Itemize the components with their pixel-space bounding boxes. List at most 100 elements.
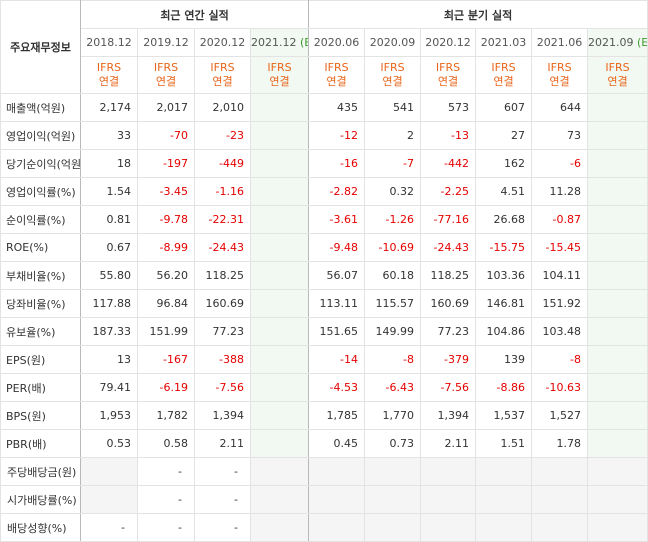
consolidated-label: 연결 <box>437 75 459 88</box>
period-header: 2018.12 <box>80 28 138 57</box>
table-row: 부채비율(%) 55.80 56.20 118.25 56.07 60.18 118.25 1… <box>0 261 648 290</box>
period-header: 2020.12 <box>420 28 477 57</box>
table-cell: -4.53 <box>308 373 366 402</box>
table-cell: -388 <box>194 345 251 374</box>
table-cell: -24.43 <box>420 233 477 262</box>
table-cell: -0.87 <box>531 205 589 234</box>
table-cell <box>249 205 310 234</box>
table-cell <box>531 457 589 486</box>
table-cell <box>475 485 533 514</box>
table-cell: 1.51 <box>475 429 533 458</box>
table-cell <box>531 485 589 514</box>
consolidated-label: 연결 <box>269 75 290 88</box>
table-cell <box>587 261 648 290</box>
table-cell: 0.67 <box>80 233 138 262</box>
table-cell <box>308 485 366 514</box>
table-cell <box>249 289 310 318</box>
consolidated-label: 연결 <box>155 75 177 88</box>
table-cell: -197 <box>137 149 195 178</box>
table-cell <box>587 373 648 402</box>
period-label: 2018.12 <box>86 36 132 49</box>
table-cell: -10.69 <box>364 233 422 262</box>
table-row: 매출액(억원) 2,174 2,017 2,010 435 541 573 607 644 <box>0 93 648 122</box>
table-row: 당좌비율(%) 117.88 96.84 160.69 113.11 115.57 160.… <box>0 289 648 318</box>
table-cell: 104.11 <box>531 261 589 290</box>
ifrs-badge: IFRS 연결 <box>308 56 366 94</box>
period-label: 2021.06 <box>536 36 583 49</box>
table-cell: 151.92 <box>531 289 589 318</box>
ifrs-badge: IFRS 연결 <box>531 56 589 94</box>
table-cell: 0.45 <box>308 429 366 458</box>
row-label: BPS(원) <box>0 401 81 430</box>
table-cell: 1,394 <box>420 401 477 430</box>
row-label: 유보율(%) <box>0 317 81 346</box>
table-cell <box>587 121 648 150</box>
table-cell: 56.20 <box>137 261 195 290</box>
row-label: 영업이익률(%) <box>0 177 81 206</box>
table-cell: 607 <box>475 93 533 122</box>
table-cell <box>587 485 648 514</box>
table-cell: 2,174 <box>80 93 138 122</box>
table-cell: 104.86 <box>475 317 533 346</box>
row-label: 당기순이익(억원) <box>0 149 81 178</box>
table-cell: -379 <box>420 345 477 374</box>
period-header: 2019.12 <box>137 28 195 57</box>
table-cell: -12 <box>308 121 366 150</box>
table-cell <box>249 513 310 542</box>
table-cell: -13 <box>420 121 477 150</box>
table-cell: 115.57 <box>364 289 422 318</box>
table-row: ROE(%) 0.67 -8.99 -24.43 -9.48 -10.69 -24.43 -1… <box>0 233 648 262</box>
table-cell <box>249 149 310 178</box>
table-cell: 2 <box>364 121 422 150</box>
period-header: 2020.06 <box>308 28 366 57</box>
annual-title: 최근 연간 실적 <box>79 0 310 29</box>
table-cell: 27 <box>475 121 533 150</box>
table-cell: 117.88 <box>80 289 138 318</box>
quarter-title: 최근 분기 실적 <box>308 0 648 29</box>
row-label: 당좌비율(%) <box>0 289 81 318</box>
table-cell <box>587 457 648 486</box>
table-cell <box>249 457 310 486</box>
table-cell: 1,394 <box>194 401 251 430</box>
table-cell: 77.23 <box>194 317 251 346</box>
table-cell: 1.78 <box>531 429 589 458</box>
table-row: 순이익률(%) 0.81 -9.78 -22.31 -3.61 -1.26 -77.16 26… <box>0 205 648 234</box>
consolidated-label: 연결 <box>212 75 233 88</box>
row-label: 부채비율(%) <box>0 261 81 290</box>
period-label: 2020.12 <box>425 36 471 49</box>
table-cell: 60.18 <box>364 261 422 290</box>
table-cell: 55.80 <box>80 261 138 290</box>
estimate-mark: (E) <box>300 36 308 49</box>
ifrs-label: IFRS <box>605 61 630 74</box>
table-cell: -77.16 <box>420 205 477 234</box>
table-row: 주당배당금(원) - - <box>0 457 648 486</box>
table-cell <box>587 177 648 206</box>
ifrs-label: IFRS <box>491 61 516 74</box>
table-cell: -23 <box>194 121 251 150</box>
table-cell <box>308 513 366 542</box>
table-cell: -3.45 <box>137 177 195 206</box>
consolidated-label: 연결 <box>98 75 120 88</box>
ifrs-label: IFRS <box>210 61 235 74</box>
table-row: PER(배) 79.41 -6.19 -7.56 -4.53 -6.43 -7.56 -8.8… <box>0 373 648 402</box>
table-cell <box>249 261 310 290</box>
table-cell: 1.54 <box>80 177 138 206</box>
table-cell: -442 <box>420 149 477 178</box>
ifrs-badge: IFRS 연결 <box>80 56 138 94</box>
table-cell: 2,017 <box>137 93 195 122</box>
table-cell: 96.84 <box>137 289 195 318</box>
table-cell <box>249 177 310 206</box>
table-cell: -22.31 <box>194 205 251 234</box>
table-cell: 1,785 <box>308 401 366 430</box>
table-row: 시가배당률(%) - - <box>0 485 648 514</box>
ifrs-label: IFRS <box>324 61 349 74</box>
table-row: BPS(원) 1,953 1,782 1,394 1,785 1,770 1,394 1,53… <box>0 401 648 430</box>
table-cell: - <box>194 457 251 486</box>
table-cell <box>475 513 533 542</box>
period-header: 2020.09 <box>364 28 422 57</box>
table-cell <box>249 401 310 430</box>
table-cell: -8 <box>364 345 422 374</box>
table-cell: 0.81 <box>80 205 138 234</box>
table-cell: 13 <box>80 345 138 374</box>
period-header: 2021.09 (E) <box>587 28 648 57</box>
